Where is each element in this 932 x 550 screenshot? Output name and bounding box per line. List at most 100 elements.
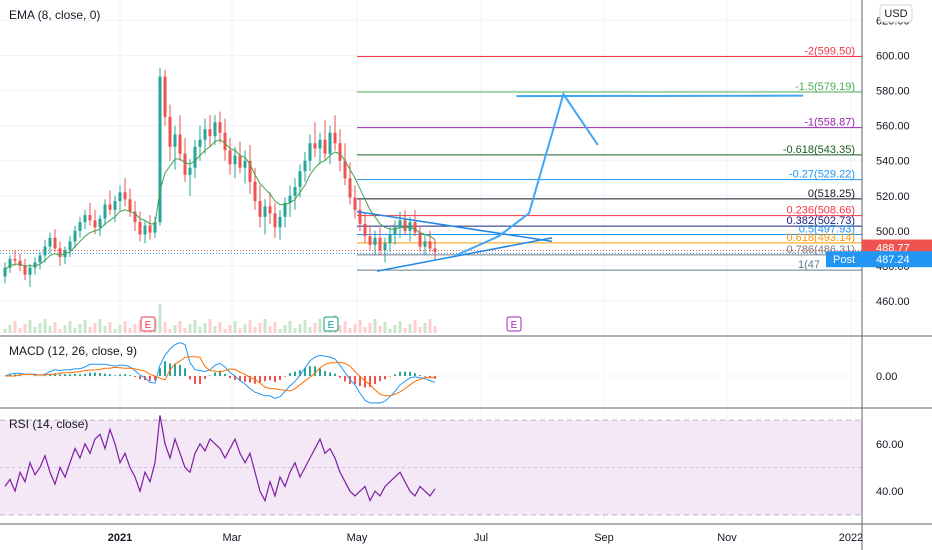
macd-histogram-bar [319, 368, 321, 376]
rsi-indicator-label[interactable]: RSI (14, close) [9, 417, 88, 431]
macd-histogram-bar [164, 361, 166, 376]
price-tag-label: 487.24 [876, 254, 910, 266]
volume-bar [218, 322, 222, 333]
candle [398, 211, 402, 238]
macd-histogram-bar [14, 374, 16, 376]
volume-bar [428, 319, 432, 333]
candle [88, 202, 92, 226]
macd-histogram-bar [64, 374, 66, 376]
candle-body [388, 234, 392, 244]
macd-histogram-bar [324, 371, 326, 376]
time-tick-label: 2021 [108, 532, 132, 544]
macd-histogram-bar [49, 374, 51, 376]
macd-histogram-bar [99, 372, 101, 376]
volume-bar [273, 322, 277, 333]
volume-bar [13, 321, 17, 333]
time-tick-label: Mar [223, 532, 242, 544]
candle-body [3, 267, 7, 277]
candle-body [373, 237, 377, 245]
candle-body [268, 206, 272, 214]
candle [403, 209, 407, 235]
trend-drawings[interactable] [356, 91, 804, 272]
candle-body [248, 160, 252, 182]
macd-histogram-bar [134, 376, 136, 378]
candle [233, 146, 237, 179]
candle-body [93, 220, 97, 228]
candlestick-series [3, 67, 437, 287]
candle-body [393, 227, 397, 235]
triangle-upper-trendline [356, 210, 553, 243]
macd-histogram-bar [224, 373, 226, 376]
currency-button[interactable] [879, 4, 913, 23]
volume-bar [193, 320, 197, 333]
candle [78, 216, 82, 238]
candle-body [328, 132, 332, 154]
candle [123, 178, 127, 207]
projection-path [455, 91, 599, 257]
rsi-tick-label: 40.00 [876, 486, 904, 498]
macd-tick-label: 0.00 [876, 371, 897, 383]
candle [263, 199, 267, 235]
fib-label: 0(518.25) [808, 188, 855, 200]
candle-body [163, 76, 167, 117]
macd-indicator-label[interactable]: MACD (12, 26, close, 9) [9, 344, 137, 358]
ema-indicator-label[interactable]: EMA (8, close, 0) [9, 8, 100, 22]
macd-histogram-bar [229, 376, 231, 379]
candle [43, 239, 47, 263]
candle-body [88, 215, 92, 221]
fibonacci-levels[interactable]: -2(599.50) -1.5(579.19) -1(558.87) -0.618(5… [0, 45, 862, 271]
volume-bar [303, 320, 307, 333]
macd-histogram-bar [339, 376, 341, 378]
candle [113, 195, 117, 223]
volume-bar [118, 325, 122, 333]
candle [353, 185, 357, 219]
candle [418, 225, 422, 252]
candle-body [423, 241, 427, 247]
candle-body [33, 262, 37, 268]
macd-histogram-bar [379, 376, 381, 382]
volume-bar [168, 329, 172, 333]
candle [73, 225, 77, 249]
volume-bar [408, 324, 412, 333]
candle-body [358, 209, 362, 224]
price-axis[interactable]: 460.00480.00500.00520.00540.00560.00580.… [826, 16, 932, 499]
candle [83, 209, 87, 230]
volume-bar [318, 319, 322, 333]
candle-body [288, 195, 292, 203]
volume-bar [8, 325, 12, 333]
candle-body [378, 237, 382, 251]
volume-bar [33, 327, 37, 333]
candle [433, 239, 437, 261]
post-market-label: Post [833, 254, 855, 266]
candle [38, 251, 42, 270]
volume-bar [433, 326, 437, 333]
candle-body [103, 204, 107, 219]
fib-label: -1.5(579.19) [795, 81, 855, 93]
candle-body [68, 241, 72, 251]
volume-bar [418, 327, 422, 333]
candle [213, 115, 217, 145]
candle [308, 134, 312, 172]
candle-body [158, 76, 162, 223]
fib-label: -2(599.50) [804, 45, 855, 57]
macd-histogram-bar [124, 374, 126, 376]
macd-histogram-bar [369, 376, 371, 387]
volume-bar [413, 320, 417, 333]
volume-bar [63, 325, 67, 333]
candle-body [48, 237, 52, 247]
candle [168, 104, 172, 161]
volume-bar [38, 323, 42, 333]
time-axis[interactable]: 2021 Mar May Jul Sep Nov 2022 [108, 532, 863, 544]
macd-histogram-bar [304, 368, 306, 376]
candle [358, 199, 362, 231]
price-tick-label: 580.00 [876, 86, 910, 98]
macd-histogram-bar [244, 376, 246, 382]
earnings-marker: E [323, 316, 339, 332]
candle [203, 118, 207, 154]
volume-bar [68, 321, 72, 333]
macd-histogram-bar [414, 373, 416, 376]
candle-body [408, 222, 412, 231]
